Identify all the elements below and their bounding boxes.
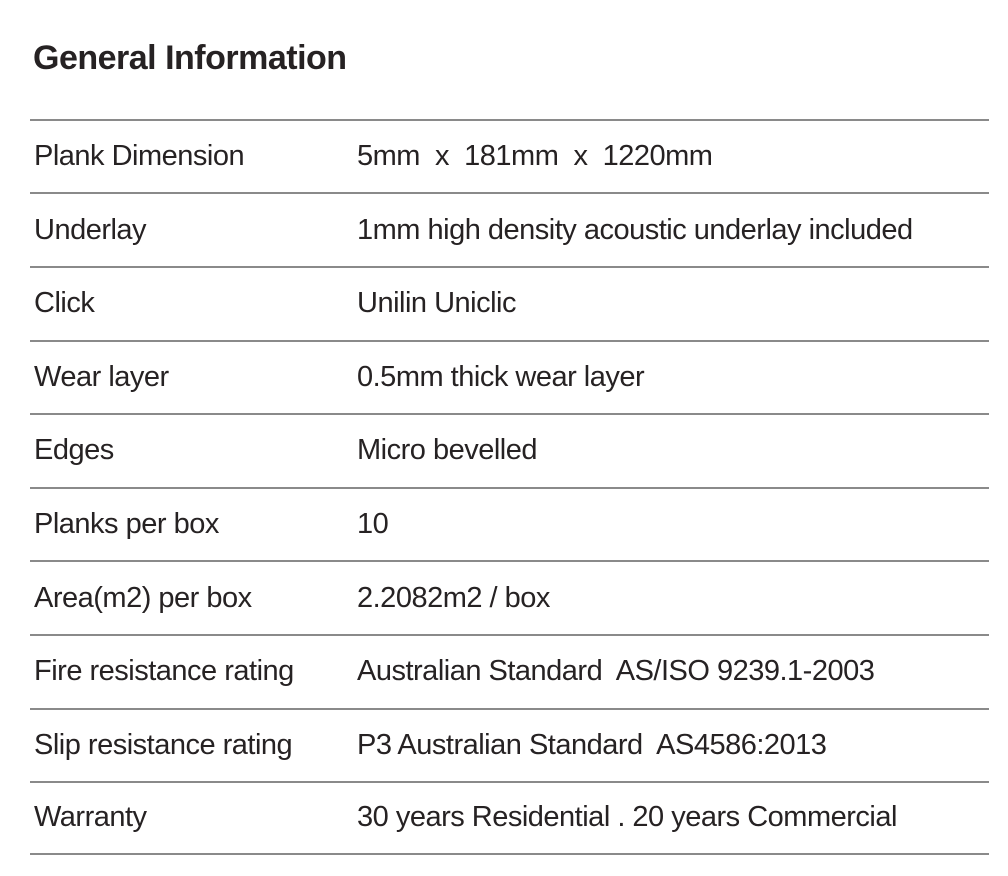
spec-table: Plank Dimension 5mm x 181mm x 1220mm Und…	[30, 118, 989, 855]
spec-row-warranty: Warranty 30 years Residential . 20 years…	[30, 781, 989, 855]
spec-label: Area(m2) per box	[34, 581, 252, 614]
spec-value: 30 years Residential . 20 years Commerci…	[357, 801, 897, 834]
spec-label: Click	[34, 287, 95, 320]
spec-row-edges: Edges Micro bevelled	[30, 413, 989, 487]
page-title: General Information	[33, 39, 347, 77]
spec-label: Plank Dimension	[34, 140, 245, 173]
spec-value: 5mm x 181mm x 1220mm	[357, 140, 713, 173]
spec-row-planks-per-box: Planks per box 10	[30, 486, 989, 561]
spec-row-wear-layer: Wear layer 0.5mm thick wear layer	[30, 339, 989, 414]
spec-label: Warranty	[34, 801, 147, 834]
spec-label: Slip resistance rating	[34, 728, 293, 761]
spec-row-plank-dimension: Plank Dimension 5mm x 181mm x 1220mm	[30, 118, 989, 193]
spec-value: Australian Standard AS/ISO 9239.1-2003	[357, 655, 875, 688]
spec-row-area-per-box: Area(m2) per box 2.2082m2 / box	[30, 560, 989, 634]
spec-label: Underlay	[34, 213, 147, 246]
spec-value: Unilin Uniclic	[357, 287, 517, 320]
spec-value: 1mm high density acoustic underlay inclu…	[357, 213, 913, 246]
spec-label: Edges	[34, 434, 114, 467]
spec-row-underlay: Underlay 1mm high density acoustic under…	[30, 192, 989, 266]
spec-value: Micro bevelled	[357, 434, 537, 467]
spec-label: Fire resistance rating	[34, 655, 294, 688]
spec-row-click: Click Unilin Uniclic	[30, 265, 989, 340]
general-information-section: General Information Plank Dimension 5mm …	[30, 0, 989, 855]
spec-value: 0.5mm thick wear layer	[357, 360, 645, 393]
spec-row-slip-resistance: Slip resistance rating P3 Australian Sta…	[30, 707, 989, 782]
spec-value: P3 Australian Standard AS4586:2013	[357, 728, 827, 761]
spec-value: 2.2082m2 / box	[357, 581, 550, 614]
spec-label: Wear layer	[34, 360, 169, 393]
spec-label: Planks per box	[34, 508, 219, 541]
spec-value: 10	[357, 508, 389, 541]
spec-row-fire-resistance: Fire resistance rating Australian Standa…	[30, 633, 989, 708]
